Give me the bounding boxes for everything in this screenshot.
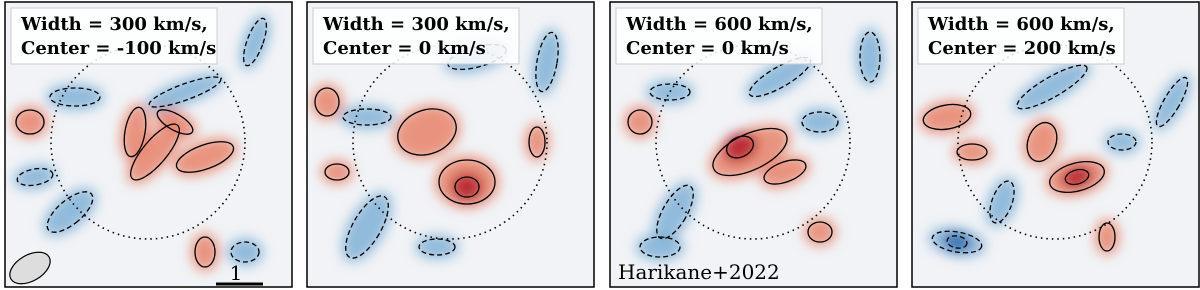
contour xyxy=(175,141,235,173)
contour xyxy=(418,238,456,256)
contour xyxy=(649,83,691,101)
contour xyxy=(528,126,546,158)
label-box xyxy=(917,7,1125,65)
panel-label-width: Width = 600 km/s, xyxy=(625,14,813,35)
panel-label-center: Center = -100 km/s xyxy=(21,38,216,59)
contour xyxy=(156,109,194,135)
panel-frame xyxy=(4,1,293,288)
contour xyxy=(1026,121,1058,163)
contour xyxy=(1107,133,1137,151)
contour xyxy=(324,163,350,181)
intensity-map xyxy=(12,14,271,271)
contour xyxy=(807,221,833,243)
contour xyxy=(130,123,180,181)
contour xyxy=(627,109,653,135)
contour xyxy=(230,241,260,263)
contour xyxy=(15,109,45,135)
aperture-circle xyxy=(352,44,548,240)
contour xyxy=(1155,76,1189,128)
contour xyxy=(931,230,983,254)
contour xyxy=(989,180,1015,224)
panel-label-center: Center = 0 km/s xyxy=(626,38,789,59)
contour xyxy=(1064,168,1090,186)
contour xyxy=(656,184,694,240)
contour xyxy=(16,167,54,187)
image-panel: Width = 300 km/s, Center = 0 km/s xyxy=(306,1,595,288)
panel-frame xyxy=(306,1,595,288)
panel-label-center: Center = 0 km/s xyxy=(323,38,486,59)
contour xyxy=(801,111,839,133)
contour xyxy=(639,236,681,258)
label-box xyxy=(615,7,823,65)
contour xyxy=(454,176,480,198)
beam xyxy=(9,251,51,285)
contour xyxy=(763,159,807,185)
scale-bar-label: 1 xyxy=(230,261,243,285)
image-panel: Width = 300 km/s, Center = -100 km/s xyxy=(4,1,293,288)
contour xyxy=(345,195,389,259)
image-panel: Width = 600 km/s, Center = 0 km/s xyxy=(609,1,898,288)
aperture-circle xyxy=(655,44,851,240)
contour xyxy=(946,235,968,249)
credit: Harikane+2022 xyxy=(618,260,780,284)
contour xyxy=(397,108,457,156)
contour xyxy=(1098,222,1116,252)
contour xyxy=(1049,161,1105,193)
contour xyxy=(1016,64,1088,110)
label-box xyxy=(10,7,218,65)
aperture-circle xyxy=(50,44,246,240)
contour xyxy=(725,135,755,159)
contour xyxy=(342,108,392,126)
contour xyxy=(194,236,216,268)
contour xyxy=(123,106,147,158)
panel-label-width: Width = 300 km/s, xyxy=(322,14,510,35)
label-box xyxy=(312,7,520,65)
aperture-circle xyxy=(957,44,1153,240)
contour xyxy=(859,31,881,83)
panel-label-width: Width = 600 km/s, xyxy=(927,14,1115,35)
contour xyxy=(922,103,972,131)
contour xyxy=(956,143,988,161)
panel-label-center: Center = 200 km/s xyxy=(928,38,1116,59)
panel-frame xyxy=(911,1,1200,288)
contour xyxy=(314,87,340,117)
contour xyxy=(438,159,496,205)
panel-frame xyxy=(609,1,898,288)
contour xyxy=(46,191,94,233)
panel-label-width: Width = 300 km/s, xyxy=(20,14,208,35)
contour xyxy=(49,87,101,107)
image-panel: Width = 600 km/s, Center = 200 km/s xyxy=(911,1,1200,288)
